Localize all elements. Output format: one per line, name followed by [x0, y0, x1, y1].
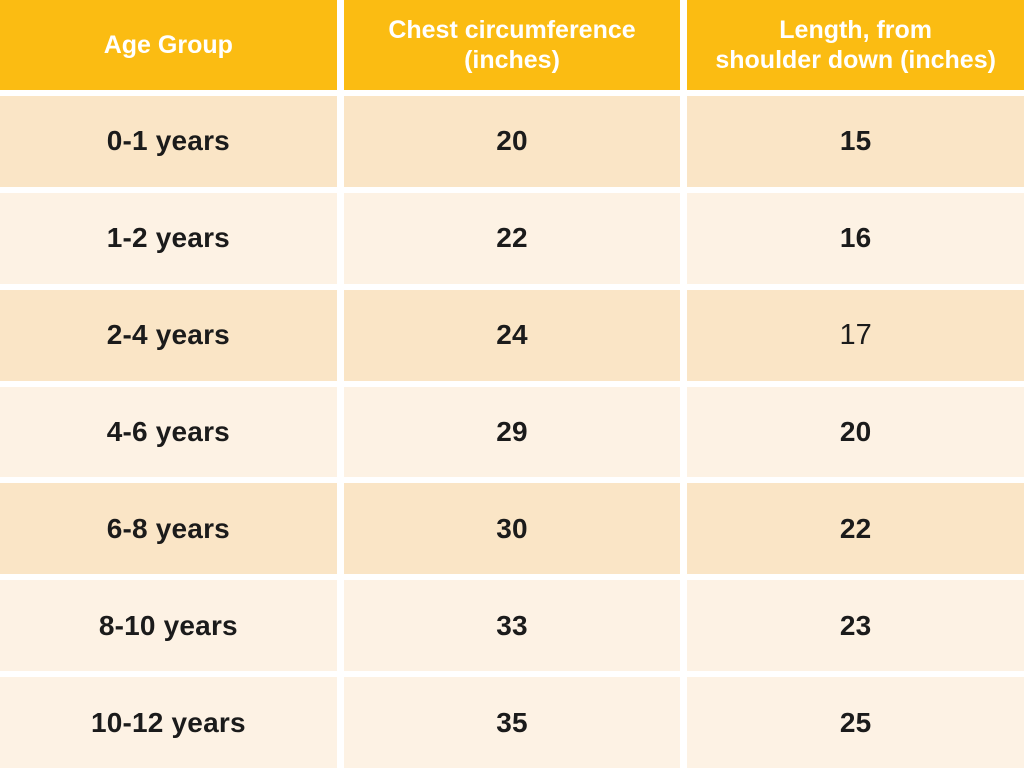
age-cell: 8-10 years: [0, 580, 337, 672]
header-cell-chest-circumference: Chest circumference (inches): [343, 0, 681, 90]
length-value-cell: 25: [687, 677, 1024, 768]
length-value-cell: 15: [687, 96, 1024, 187]
length-value-cell: 22: [687, 483, 1024, 575]
age-cell: 1-2 years: [0, 192, 337, 284]
age-cell: 6-8 years: [0, 483, 337, 575]
age-cell: 10-12 years: [0, 677, 337, 768]
header-cell-age-group: Age Group: [0, 0, 337, 90]
chest-value-cell: 33: [343, 580, 681, 672]
chest-value-cell: 30: [343, 483, 681, 575]
length-value-cell: 23: [687, 580, 1024, 672]
chest-value-cell: 20: [343, 96, 681, 187]
age-cell: 4-6 years: [0, 386, 337, 478]
length-value-cell: 17: [687, 289, 1024, 381]
chest-value-cell: 29: [343, 386, 681, 478]
chest-value-cell: 24: [343, 289, 681, 381]
length-value-cell: 16: [687, 192, 1024, 284]
age-cell: 0-1 years: [0, 96, 337, 187]
header-cell-length-shoulder-down: Length, from shoulder down (inches): [687, 0, 1024, 90]
age-cell: 2-4 years: [0, 289, 337, 381]
length-value-cell: 20: [687, 386, 1024, 478]
chest-value-cell: 35: [343, 677, 681, 768]
chest-value-cell: 22: [343, 192, 681, 284]
